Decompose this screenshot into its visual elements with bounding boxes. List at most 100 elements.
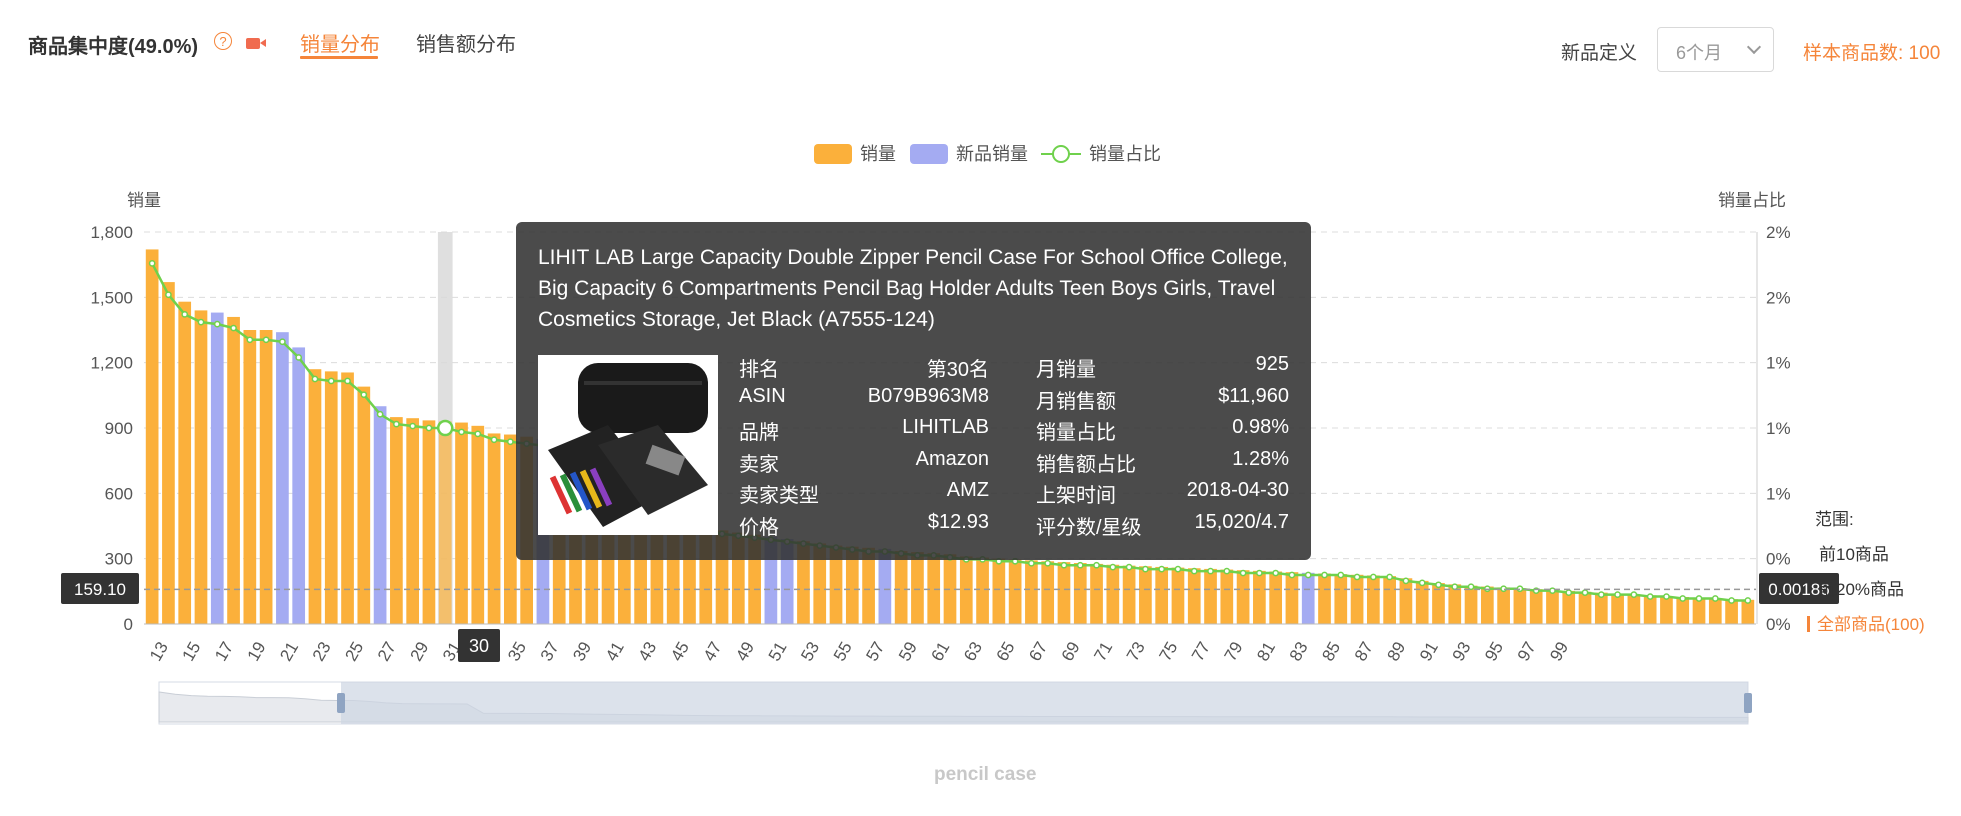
sales-bar[interactable]	[504, 434, 517, 624]
sales-bar[interactable]	[1350, 574, 1364, 624]
sales-bar[interactable]	[1562, 590, 1576, 624]
sales-bar[interactable]	[1220, 569, 1234, 624]
new-product-period-select[interactable]: 6个月	[1657, 27, 1774, 72]
sales-bar[interactable]	[227, 316, 240, 624]
sales-bar[interactable]	[1106, 564, 1120, 624]
sales-bar[interactable]	[1692, 597, 1706, 624]
sales-bar[interactable]	[911, 552, 924, 624]
sales-bar[interactable]	[894, 551, 908, 624]
sales-bar[interactable]	[1367, 575, 1380, 624]
sales-bar[interactable]	[1073, 563, 1087, 624]
range-option-top20pct[interactable]: 前20%商品	[1819, 580, 1905, 599]
sales-bar[interactable]	[1204, 568, 1217, 624]
new-product-bar[interactable]	[276, 332, 289, 624]
sales-bar[interactable]	[959, 556, 973, 624]
sales-bar[interactable]	[845, 546, 859, 624]
chart-legend[interactable]: 销量 新品销量 销量占比	[814, 144, 1161, 164]
sales-bar[interactable]	[1546, 590, 1559, 624]
sales-bar[interactable]	[1725, 599, 1738, 624]
sales-bar[interactable]	[1627, 594, 1641, 624]
sales-bar[interactable]	[1253, 570, 1266, 624]
new-product-bar[interactable]	[780, 539, 794, 624]
zoom-handle-right[interactable]	[1744, 693, 1752, 713]
sales-bar[interactable]	[927, 553, 941, 624]
sales-bar[interactable]	[1480, 586, 1494, 624]
sales-bar[interactable]	[1464, 585, 1478, 624]
sales-bar[interactable]	[1025, 560, 1038, 624]
sales-bar[interactable]	[1334, 574, 1348, 624]
sales-bar[interactable]	[1318, 573, 1331, 624]
sales-bar[interactable]	[145, 249, 159, 624]
y2-tick-label: 1%	[1766, 419, 1791, 438]
tab-revenue-distribution[interactable]: 销售额分布	[416, 34, 516, 56]
sales-bar[interactable]	[797, 541, 810, 624]
sales-bar[interactable]	[813, 543, 827, 624]
video-icon[interactable]	[246, 38, 266, 49]
sales-bar[interactable]	[471, 425, 485, 624]
sales-bar[interactable]	[1432, 583, 1445, 624]
sales-bar[interactable]	[1090, 563, 1103, 624]
sales-bar[interactable]	[1399, 578, 1413, 624]
sales-bar[interactable]	[341, 372, 354, 624]
sales-bar[interactable]	[438, 421, 452, 624]
sales-bar[interactable]	[1236, 570, 1250, 624]
sales-bar[interactable]	[1187, 568, 1201, 624]
sales-bar[interactable]	[390, 417, 403, 624]
sales-bar[interactable]	[862, 547, 875, 624]
sales-bar[interactable]	[1708, 598, 1722, 624]
sales-bar[interactable]	[1171, 567, 1185, 624]
sales-bar[interactable]	[1269, 571, 1283, 624]
sales-bar[interactable]	[1660, 596, 1673, 624]
bar-series[interactable]	[145, 249, 1755, 624]
sales-bar[interactable]	[976, 557, 989, 624]
sales-bar[interactable]	[1041, 561, 1055, 624]
sales-bar[interactable]	[829, 545, 843, 624]
range-option-top10[interactable]: 前10商品	[1819, 545, 1889, 564]
sales-bar[interactable]	[1497, 587, 1510, 624]
sales-bar[interactable]	[162, 282, 175, 624]
sales-bar[interactable]	[1611, 593, 1624, 624]
sales-bar[interactable]	[422, 420, 436, 624]
sales-bar[interactable]	[1139, 566, 1152, 624]
sales-bar[interactable]	[1529, 589, 1543, 624]
sales-bar[interactable]	[992, 558, 1006, 624]
sales-bar[interactable]	[308, 369, 322, 624]
new-product-bar[interactable]	[210, 312, 224, 624]
sales-bar[interactable]	[406, 418, 420, 624]
zoom-slider[interactable]	[158, 681, 1752, 725]
sales-bar[interactable]	[1383, 576, 1396, 624]
sales-bar[interactable]	[1578, 591, 1592, 624]
zoom-handle-left[interactable]	[337, 693, 345, 713]
sales-bar[interactable]	[243, 330, 257, 624]
help-icon[interactable]: ?	[214, 32, 232, 50]
sales-bar[interactable]	[178, 301, 192, 624]
sales-bar[interactable]	[1741, 599, 1755, 624]
sales-bar[interactable]	[324, 371, 338, 624]
new-product-bar[interactable]	[878, 548, 892, 624]
new-product-bar[interactable]	[1301, 572, 1315, 624]
x-tick-label: 25	[341, 639, 367, 665]
sales-bar[interactable]	[1643, 595, 1657, 624]
new-product-bar[interactable]	[373, 406, 387, 624]
sales-bar[interactable]	[1448, 584, 1462, 624]
sales-bar[interactable]	[1676, 596, 1690, 624]
sales-bar[interactable]	[455, 422, 468, 624]
sales-bar[interactable]	[1594, 592, 1608, 624]
tooltip-row: 卖家类型 AMZ 上架时间 2018-04-30	[739, 479, 1289, 511]
sales-bar[interactable]	[1155, 566, 1169, 624]
sales-bar[interactable]	[357, 386, 371, 624]
sales-bar[interactable]	[487, 433, 501, 624]
sales-bar[interactable]	[1008, 559, 1022, 624]
sales-bar[interactable]	[1513, 588, 1527, 624]
sales-bar[interactable]	[194, 310, 208, 624]
sales-bar[interactable]	[1122, 565, 1136, 624]
new-product-bar[interactable]	[292, 347, 306, 624]
tab-sales-distribution[interactable]: 销量分布	[300, 34, 380, 56]
zoom-slider-window[interactable]	[341, 682, 1748, 724]
range-option-all[interactable]: 全部商品(100)	[1807, 607, 1925, 642]
sales-bar[interactable]	[1415, 580, 1429, 624]
sales-bar[interactable]	[259, 330, 273, 624]
sales-bar[interactable]	[1057, 562, 1071, 624]
active-tab-indicator	[300, 56, 378, 59]
sales-bar[interactable]	[1285, 572, 1299, 624]
